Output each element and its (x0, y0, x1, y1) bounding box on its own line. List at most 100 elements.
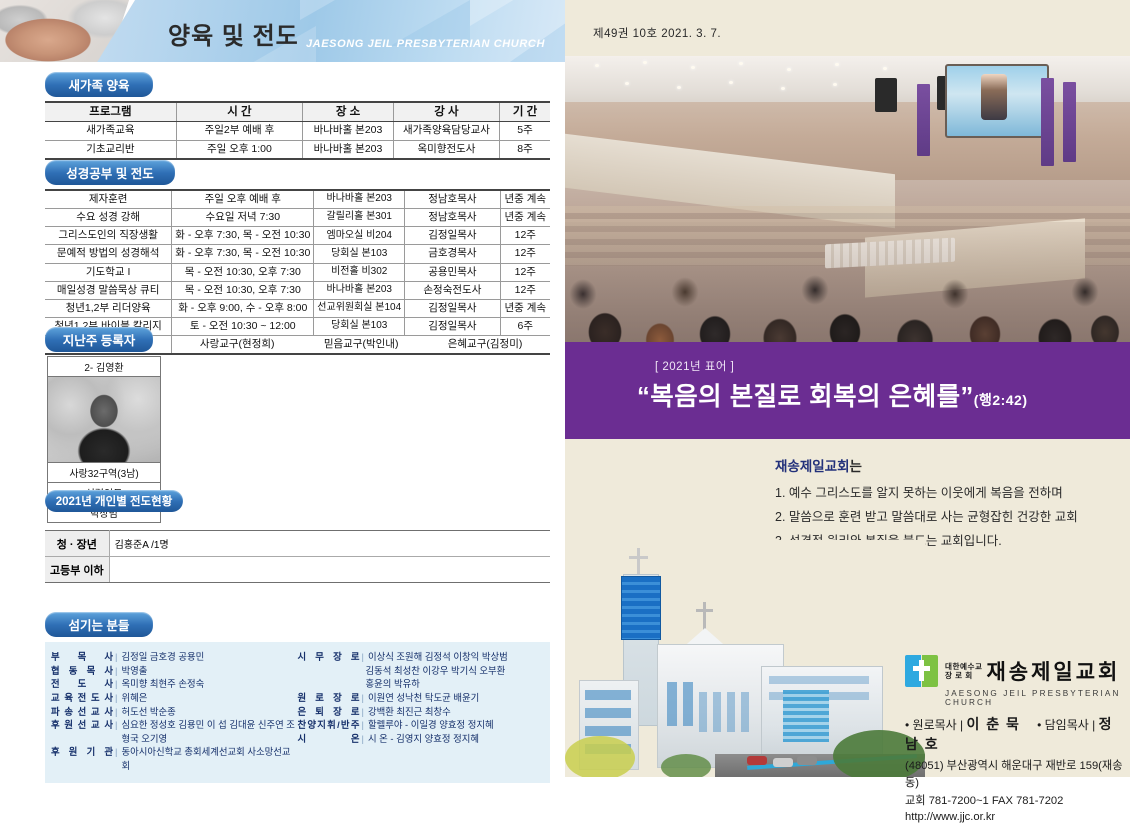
table-row: 기초교리반 주일 오후 1:00 바나바홀 본203 옥미향전도사 8주 (45, 139, 550, 160)
status-label: 청 · 장년 (45, 530, 110, 557)
table-cell: 토 - 오전 10:30 ~ 12:00 (171, 316, 315, 337)
servant-names: 김동석 최성찬 이강우 박기식 오부환 (365, 664, 506, 676)
table-cell: 년중 계속 (499, 189, 550, 210)
denomination-line-2: 장 로 회 (945, 671, 973, 680)
servant-names: 이상식 조원해 김정석 이창익 박상범 (367, 651, 508, 662)
table-cell: 12주 (499, 280, 550, 300)
table-cell: 비전홀 비302 (313, 262, 406, 282)
pastor-emeritus-label: • 원로목사 | (905, 718, 964, 732)
table-row: 새가족교육 주일2부 예배 후 바나바홀 본203 새가족양육담당교사 5주 (45, 121, 550, 141)
senior-pastor-name: 정 남 호 (905, 716, 1113, 752)
registrant-name: 2- 김영환 (48, 357, 160, 377)
table-cell: 제자훈련 (45, 189, 173, 210)
registrant-guide-name: 박상범 (90, 509, 118, 520)
table-cell: 정남호목사 (404, 189, 501, 210)
pill-registrant: 지난주 등록자 (45, 327, 153, 352)
servant-row: 부 목 사 | 김정일 금호경 공용민 (51, 650, 298, 664)
pill-bible-study: 성경공부 및 전도 (45, 160, 175, 185)
servant-row: 시 온 | 시 온 - 김영지 양효정 정지혜 (298, 732, 545, 746)
section-servants: 섬기는 분들 부 목 사 | 김정일 금호경 공용민 협 동 목 사 | 박영출 전 도 사 | 옥미향 최현… (45, 612, 550, 783)
mission-line: 1. 예수 그리스도를 알지 못하는 이웃에게 복음을 전하며 (775, 486, 1063, 500)
servants-box: 부 목 사 | 김정일 금호경 공용민 협 동 목 사 | 박영출 전 도 사 | 옥미향 최현주 손정숙 교 육… (45, 642, 550, 783)
section-evangelism-status: 2021년 개인별 전도현황 청 · 장년 김홍준A /1명 고등부 이하 (45, 490, 550, 583)
servant-separator: | (115, 664, 118, 676)
column-header: 장 소 (302, 101, 394, 123)
mission-title: 재송제일교회는 (775, 455, 1078, 475)
table-cell: 화 - 오후 7:30, 목 - 오전 10:30 (171, 226, 315, 246)
servant-row: 후 원 기 관 | 동아시아신학교 총회세계선교회 사소망선교회 (51, 745, 298, 772)
servant-names: 심요한 정성호 김용민 이 섭 김대윤 신주연 조형국 오기영 (121, 719, 295, 744)
issue-number: 제49권 10호 2021. 3. 7. (593, 28, 722, 40)
table-cell: 김정일목사 (404, 316, 501, 337)
table-cell: 당회실 본103 (313, 244, 406, 264)
table-cell: 손정숙전도사 (404, 280, 501, 300)
pill-evangelism-status: 2021년 개인별 전도현황 (45, 490, 183, 512)
table-cell: 12주 (499, 244, 550, 264)
servant-names: 허도선 박순종 (121, 705, 176, 717)
table-cell: 년중 계속 (499, 298, 550, 318)
table-cell: 선교위원회실 본104 (313, 298, 406, 318)
servant-separator: | (361, 719, 364, 731)
church-address: (48051) 부산광역시 해운대구 재반로 159(재송동) (905, 760, 1123, 789)
table-row: 수요 성경 강해 수요일 저녁 7:30 갈릴리홀 본301 정남호목사 년중 계속 (45, 208, 550, 228)
servant-names: 홍윤의 박유하 (365, 678, 420, 690)
servant-separator: | (115, 719, 118, 731)
table-row: 제자훈련 주일 오후 예배 후 바나바홀 본203 정남호목사 년중 계속 (45, 189, 550, 210)
servant-separator: | (361, 732, 364, 744)
mission-church-name: 재송제일교회 (775, 459, 850, 474)
table-cell: 주일2부 예배 후 (175, 121, 304, 141)
table-row: 매일성경 말씀묵상 큐티 목 - 오전 10:30, 오후 7:30 바나바홀 본2… (45, 280, 550, 300)
servant-separator: | (115, 746, 118, 758)
table-cell: 주일 오후 예배 후 (171, 189, 315, 210)
table-cell: 갈릴리홀 본301 (313, 208, 406, 228)
slogan-label: [ 2021년 표어 ] (655, 361, 735, 373)
pill-servants: 섬기는 분들 (45, 612, 153, 637)
servant-names: 위혜은 (121, 691, 148, 703)
table-cell: 기초교리반 (45, 139, 177, 160)
table-cell: 청년1,2부 리더양육 (45, 298, 173, 318)
status-row: 청 · 장년 김홍준A /1명 (45, 530, 550, 557)
table-cell: 바나바홀 본203 (302, 139, 394, 160)
column-header: 강 사 (392, 101, 500, 123)
table-row: 청년1,2부 바이블 칼리지 토 - 오전 10:30 ~ 12:00 당회실 본1… (45, 316, 550, 337)
servant-names: 동아시아신학교 총회세계선교회 사소망선교회 (121, 746, 291, 771)
servant-role-label (298, 677, 360, 691)
servant-row: 협 동 목 사 | 박영출 (51, 664, 298, 678)
servant-names: 옥미향 최현주 손정숙 (121, 678, 205, 690)
church-name-english: JAESONG JEIL PRESBYTERIAN CHURCH (945, 689, 1121, 707)
table-cell: 수요 성경 강해 (45, 208, 173, 228)
servant-names: 김정일 금호경 공용민 (121, 651, 205, 662)
pastor-emeritus-name: 이 춘 묵 (966, 716, 1021, 732)
page-title: 양육 및 전도 (168, 23, 299, 50)
servant-row: 전 도 사 | 옥미향 최현주 손정숙 (51, 677, 298, 691)
servant-row: 후 원 선 교 사 | 심요한 정성호 김용민 이 섭 김대윤 신주연 조형국 오기영 (51, 718, 298, 745)
table-cell: 옥미향전도사 (392, 139, 500, 160)
table-cell: 엠마오실 비204 (313, 226, 406, 246)
servant-names: 강백환 최진근 최창수 (367, 705, 451, 717)
servant-role-label (298, 664, 360, 678)
church-name: 재송제일교회 (986, 661, 1121, 684)
table-row: 청년1,2부 리더양육 화 - 오후 9:00, 수 - 오후 8:00 선교위원회… (45, 298, 550, 318)
slogan-main: “복음의 본질로 회복의 은혜를” (637, 383, 974, 411)
banner-subtitle: JAESONG JEIL PRESBYTERIAN CHURCH (305, 38, 545, 50)
worship-service-photo (565, 56, 1130, 342)
table-cell: 주일 오후 1:00 (175, 139, 304, 160)
table-cell: 금호경목사 (404, 244, 501, 264)
table-cell: 12주 (499, 262, 550, 282)
servant-names: 이원연 성낙천 탁도균 배윤기 (367, 691, 480, 703)
left-page: 양육 및 전도 JAESONG JEIL PRESBYTERIAN CHURCH… (0, 0, 565, 783)
registrant-district: 사랑32구역(3남) (48, 463, 160, 483)
evangelism-status-table: 청 · 장년 김홍준A /1명 고등부 이하 (45, 530, 550, 583)
table-row: 그리스도인의 직장생활 화 - 오후 7:30, 목 - 오전 10:30 엠마오실… (45, 226, 550, 246)
servant-separator: | (115, 705, 118, 717)
